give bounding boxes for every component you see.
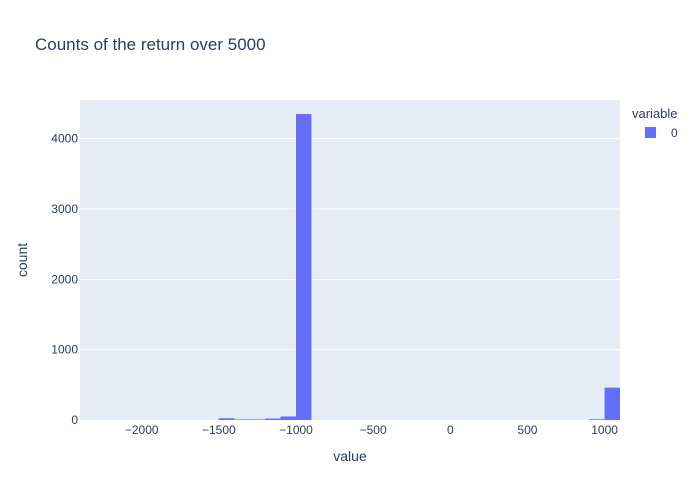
legend-entry-label[interactable]: 0 [671,126,678,140]
x-tick-label: −2000 [125,423,159,437]
y-tick-label: 3000 [51,202,78,216]
legend[interactable]: variable 0 [632,106,678,140]
histogram-bar [218,418,235,420]
histogram-bar [265,418,281,420]
y-axis-label: count [14,243,30,277]
x-tick-label: 1000 [591,423,618,437]
y-tick-label: 2000 [51,272,78,286]
x-tick-label: −1500 [202,423,236,437]
y-tick-label: 1000 [51,343,78,357]
x-tick-label: −1000 [279,423,313,437]
histogram-bar [249,419,266,420]
x-tick-label: 500 [517,423,537,437]
x-axis-label: value [333,448,367,464]
chart-title: Counts of the return over 5000 [35,35,266,54]
histogram-bar [604,387,620,420]
histogram-bar [589,419,605,420]
plot-area [80,100,620,420]
legend-swatch[interactable] [645,127,656,138]
y-tick-label: 0 [71,413,78,427]
y-tick-label: 4000 [51,132,78,146]
bars [218,114,620,421]
legend-title: variable [632,106,678,121]
histogram-bar [234,419,250,420]
gridlines [80,138,620,351]
histogram-bar [280,416,296,420]
x-tick-label: −500 [360,423,387,437]
y-axis-ticks: 0 1000 2000 3000 4000 [51,132,78,427]
histogram-bar [296,114,312,421]
x-tick-label: 0 [447,423,454,437]
x-axis-ticks: −2000 −1500 −1000 −500 0 500 1000 [125,423,618,437]
